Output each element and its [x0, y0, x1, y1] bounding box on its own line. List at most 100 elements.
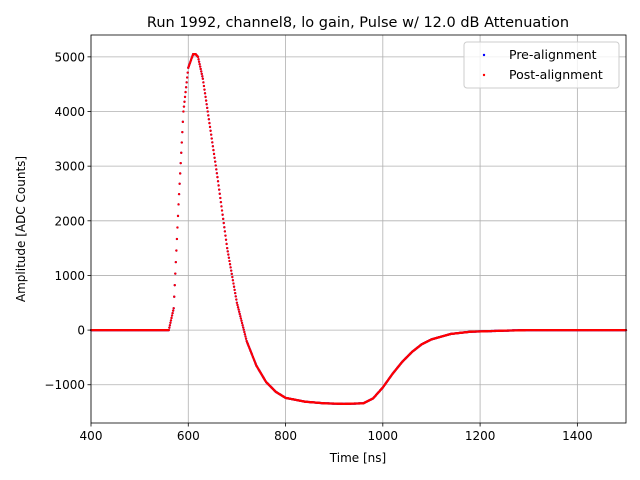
- data-point: [173, 284, 176, 287]
- data-point: [219, 201, 223, 204]
- data-point: [204, 99, 208, 102]
- data-point: [226, 246, 229, 250]
- data-point: [176, 214, 180, 218]
- data-point: [223, 226, 226, 229]
- data-point: [226, 250, 229, 253]
- data-point: [200, 72, 203, 76]
- data-point: [236, 303, 239, 307]
- data-point: [179, 161, 182, 165]
- data-point: [184, 90, 187, 94]
- data-point: [214, 164, 217, 167]
- data-point: [215, 172, 219, 175]
- series-post-alignment: [89, 52, 628, 406]
- data-point: [236, 306, 240, 309]
- data-point: [202, 81, 205, 84]
- axes-frame: [90, 34, 627, 424]
- data-point: [179, 172, 182, 175]
- chart-title: Run 1992, channel8, lo gain, Pulse w/ 12…: [147, 15, 569, 31]
- x-tick-label: 600: [177, 429, 200, 443]
- data-point: [207, 118, 211, 121]
- data-point: [210, 137, 213, 140]
- data-point: [217, 184, 220, 187]
- y-axis: −1000 0 1000 2000 3000 4000 5000: [44, 50, 91, 392]
- data-point: [170, 314, 174, 317]
- data-point: [221, 213, 224, 216]
- data-point: [209, 129, 212, 132]
- y-tick-label: 2000: [54, 214, 85, 228]
- data-point: [238, 310, 241, 313]
- data-point: [230, 272, 233, 275]
- data-point: [175, 237, 179, 241]
- data-point: [207, 114, 210, 117]
- data-point: [175, 249, 178, 252]
- data-point: [173, 295, 176, 298]
- data-point: [206, 110, 209, 113]
- series-layer: [89, 52, 628, 406]
- x-tick-label: 400: [80, 429, 103, 443]
- data-point: [168, 324, 172, 327]
- data-point: [235, 298, 238, 301]
- data-point: [215, 168, 218, 171]
- data-point: [244, 335, 247, 338]
- data-point: [180, 151, 183, 154]
- data-point: [172, 307, 175, 310]
- y-tick-label: 1000: [54, 269, 85, 283]
- data-point: [186, 71, 189, 74]
- data-point: [197, 58, 200, 61]
- data-point: [197, 60, 201, 63]
- data-point: [205, 103, 208, 106]
- data-point: [212, 152, 216, 156]
- legend-marker-pre-alignment: [482, 53, 486, 57]
- legend: Pre-alignment Post-alignment: [463, 41, 620, 89]
- data-point: [224, 238, 228, 241]
- data-point: [238, 312, 241, 316]
- data-point: [177, 192, 181, 196]
- data-point: [181, 120, 185, 123]
- x-tick-label: 1200: [465, 429, 496, 443]
- data-point: [174, 272, 177, 275]
- data-point: [242, 328, 245, 331]
- data-point: [222, 217, 225, 221]
- data-point: [199, 67, 202, 71]
- x-tick-label: 1400: [562, 429, 593, 443]
- y-tick-label: 5000: [54, 50, 85, 64]
- data-point: [237, 308, 240, 311]
- data-point: [169, 319, 173, 322]
- data-point: [219, 196, 222, 200]
- data-point: [218, 188, 221, 191]
- data-point: [233, 288, 236, 292]
- legend-label-pre-alignment: Pre-alignment: [509, 47, 597, 62]
- data-point: [167, 328, 170, 332]
- data-point: [225, 242, 228, 246]
- data-point: [228, 259, 231, 263]
- data-point: [170, 316, 173, 320]
- data-point: [239, 315, 242, 318]
- data-point: [243, 333, 247, 336]
- plot-area: [89, 34, 628, 424]
- data-point: [234, 291, 237, 295]
- x-tick-label: 1000: [368, 429, 399, 443]
- x-axis-label: Time [ns]: [329, 451, 386, 465]
- data-point: [227, 253, 230, 256]
- data-point: [208, 125, 212, 129]
- data-point: [227, 256, 231, 259]
- data-point: [243, 330, 246, 334]
- legend-label-post-alignment: Post-alignment: [509, 67, 603, 82]
- data-point: [231, 279, 235, 282]
- data-point: [176, 226, 179, 229]
- y-tick-label: 0: [77, 324, 85, 338]
- data-point: [184, 86, 188, 89]
- x-tick-label: 800: [274, 429, 297, 443]
- data-point: [203, 88, 206, 91]
- data-point: [240, 321, 244, 325]
- data-point: [230, 269, 233, 272]
- data-point: [171, 309, 175, 312]
- grid: [90, 35, 626, 423]
- data-point: [169, 321, 172, 324]
- data-point: [218, 192, 221, 195]
- data-point: [239, 317, 243, 320]
- data-point: [244, 337, 248, 340]
- legend-marker-post-alignment: [482, 73, 486, 77]
- axes-background: [91, 35, 626, 423]
